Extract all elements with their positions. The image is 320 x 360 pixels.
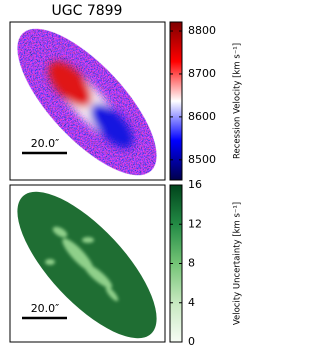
colorbar-label: Velocity Uncertainty [km s⁻¹] <box>233 202 243 325</box>
title: UGC 7899 <box>52 3 123 19</box>
colorbar-tick-label: 8500 <box>188 153 216 166</box>
scale-bar-label: 20.0″ <box>31 137 60 150</box>
velocity-map <box>17 28 157 176</box>
panel-frame <box>9 184 166 343</box>
colorbar-tick-label: 8700 <box>188 67 216 80</box>
colorbar-tick-label: 16 <box>188 178 202 191</box>
colorbar-tick-label: 12 <box>188 217 202 230</box>
colorbar-tick-label: 8800 <box>188 24 216 37</box>
colorbar-tick-label: 4 <box>188 296 195 309</box>
panel-frame <box>9 21 166 181</box>
figure: UGC 7899 20.0″ 20.0″ 8500 8600 8700 8800 Rec… <box>9 3 243 348</box>
colorbar-label: Recession Velocity [km s⁻¹] <box>233 43 243 159</box>
scale-bar-label: 20.0″ <box>31 302 60 315</box>
colorbar-tick-label: 0 <box>188 335 195 348</box>
colorbar-tick-label: 8 <box>188 257 195 270</box>
colorbar <box>169 21 183 181</box>
uncertainty-map <box>17 191 157 339</box>
colorbar-tick-label: 8600 <box>188 110 216 123</box>
